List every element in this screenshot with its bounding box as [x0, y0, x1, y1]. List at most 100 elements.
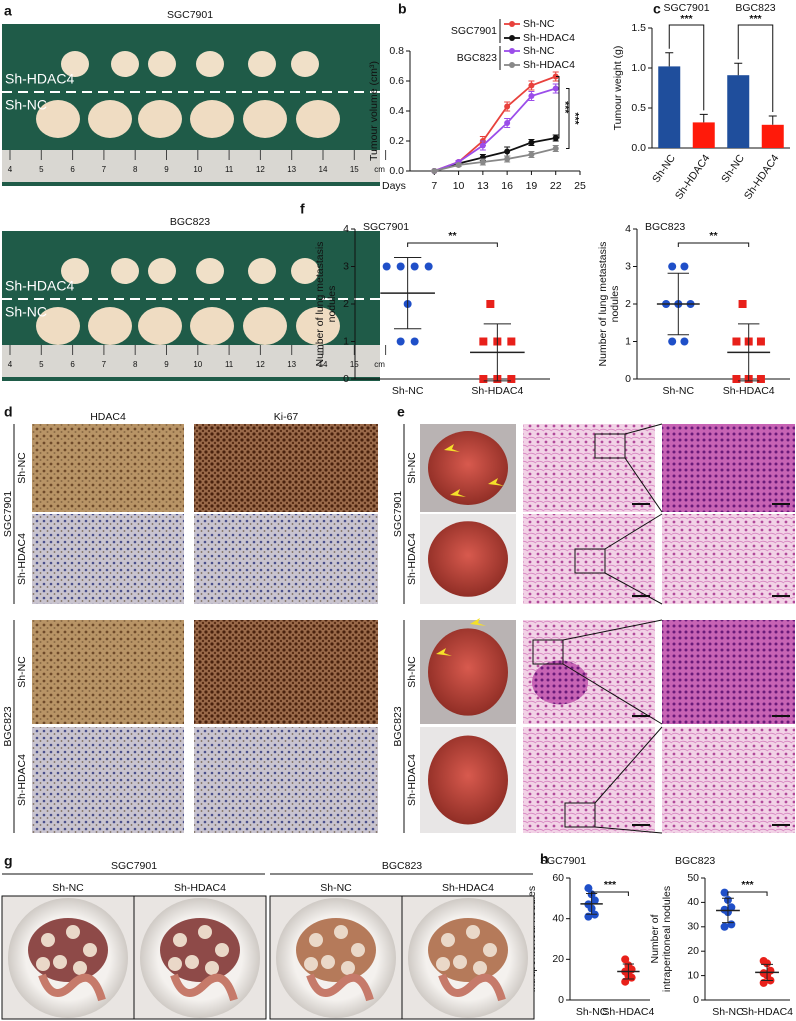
significance-bracket — [677, 242, 750, 247]
ruler-label: 10 — [193, 360, 202, 369]
tumour — [196, 258, 224, 284]
tumour-area — [532, 660, 588, 705]
point — [410, 337, 419, 346]
x-tick-label: Sh-HDAC4 — [673, 152, 713, 202]
row-label: Sh-NC — [16, 656, 28, 688]
annotation: *** — [741, 879, 754, 891]
ruler-label: 9 — [164, 360, 169, 369]
point — [528, 82, 535, 89]
group-label: SGC7901 — [2, 491, 14, 537]
nodule — [66, 925, 80, 939]
zoom-box — [594, 433, 626, 459]
y-tick-label: 0.0 — [631, 142, 646, 154]
ruler-label: 7 — [102, 360, 107, 369]
ruler-label: 14 — [319, 165, 328, 174]
group-header: BGC823 — [382, 860, 422, 872]
y-tick-label: 40 — [552, 912, 564, 924]
x-tick-label: 13 — [477, 180, 489, 192]
y-tick-label: 1.0 — [631, 62, 646, 74]
y-axis-label: nodules — [326, 286, 338, 323]
intestine-loop — [306, 973, 374, 1002]
significance-bracket — [591, 891, 629, 896]
y-axis-label: Number of lung metastasis — [314, 242, 326, 367]
zoom-box — [564, 802, 596, 828]
x-tick-label: Sh-HDAC4 — [602, 1006, 654, 1018]
ihc-image — [32, 424, 184, 512]
x-tick-label: Sh-NC — [392, 385, 424, 397]
row-label: Sh-NC — [406, 656, 418, 688]
column-header: Ki-67 — [274, 411, 299, 423]
tumour — [111, 258, 139, 284]
nodule — [168, 957, 182, 971]
series-line — [434, 147, 556, 172]
intestine-loop — [38, 973, 106, 1002]
column-header: Sh-HDAC4 — [442, 882, 494, 894]
point — [479, 337, 488, 346]
zoom-line — [594, 826, 663, 834]
group-label: BGC823 — [735, 2, 775, 14]
group-label: BGC823 — [392, 706, 404, 746]
point — [680, 337, 689, 346]
x-tick-label: 16 — [501, 180, 513, 192]
bar — [692, 122, 715, 148]
y-tick-label: 4 — [625, 223, 631, 235]
x-tick-label: 19 — [526, 180, 538, 192]
panel-label: e — [397, 404, 405, 420]
panel-label: a — [4, 3, 12, 19]
tumour — [296, 307, 340, 345]
nodule — [41, 933, 55, 947]
point — [455, 162, 462, 168]
ruler-label: 11 — [225, 360, 234, 369]
bar — [727, 75, 750, 148]
annotation: *** — [680, 13, 693, 25]
point — [720, 922, 729, 931]
tumour — [138, 307, 182, 345]
y-tick-label: 0.2 — [389, 135, 404, 147]
legend-marker — [509, 21, 515, 27]
tumour — [36, 100, 80, 138]
point — [621, 955, 630, 964]
zoom-line — [604, 513, 663, 550]
significance-bracket — [556, 76, 560, 139]
significance-bracket — [737, 24, 774, 112]
legend-marker — [509, 35, 515, 41]
bar — [761, 124, 784, 148]
point — [756, 337, 765, 346]
nodule — [321, 955, 335, 969]
y-tick-label: 1 — [343, 335, 349, 347]
chart-title: SGC7901 — [540, 855, 586, 867]
point — [738, 300, 747, 308]
point — [507, 375, 516, 383]
legend-marker — [509, 62, 515, 68]
x-tick-label: Sh-HDAC4 — [471, 385, 523, 397]
annotation: *** — [749, 13, 762, 25]
point — [504, 148, 511, 155]
histology — [523, 424, 655, 512]
lung — [428, 521, 508, 597]
group-label: BGC823 — [2, 706, 14, 746]
sd-bar — [483, 323, 511, 382]
point — [552, 73, 559, 80]
nodule — [73, 961, 87, 975]
arrow — [470, 618, 486, 626]
sd-bar — [722, 897, 734, 924]
ruler — [2, 150, 380, 182]
zoom-line — [624, 457, 663, 513]
annotation: *** — [559, 101, 571, 114]
column-header: Sh-HDAC4 — [174, 882, 226, 894]
histology-zoom — [662, 727, 795, 833]
legend-marker — [509, 48, 515, 54]
nodule — [36, 957, 50, 971]
point — [680, 262, 689, 271]
tumour — [88, 307, 132, 345]
y-tick-label: 40 — [687, 896, 699, 908]
point — [552, 145, 559, 152]
y-tick-label: 50 — [687, 872, 699, 884]
tumour — [61, 258, 89, 284]
y-tick-label: 3 — [343, 260, 349, 272]
zoom-line — [624, 423, 663, 435]
point — [486, 300, 495, 308]
tumour — [243, 307, 287, 345]
y-axis-label: intraperitoneal nodules — [661, 886, 673, 992]
y-axis-label: Tumour weight (g) — [612, 46, 624, 131]
